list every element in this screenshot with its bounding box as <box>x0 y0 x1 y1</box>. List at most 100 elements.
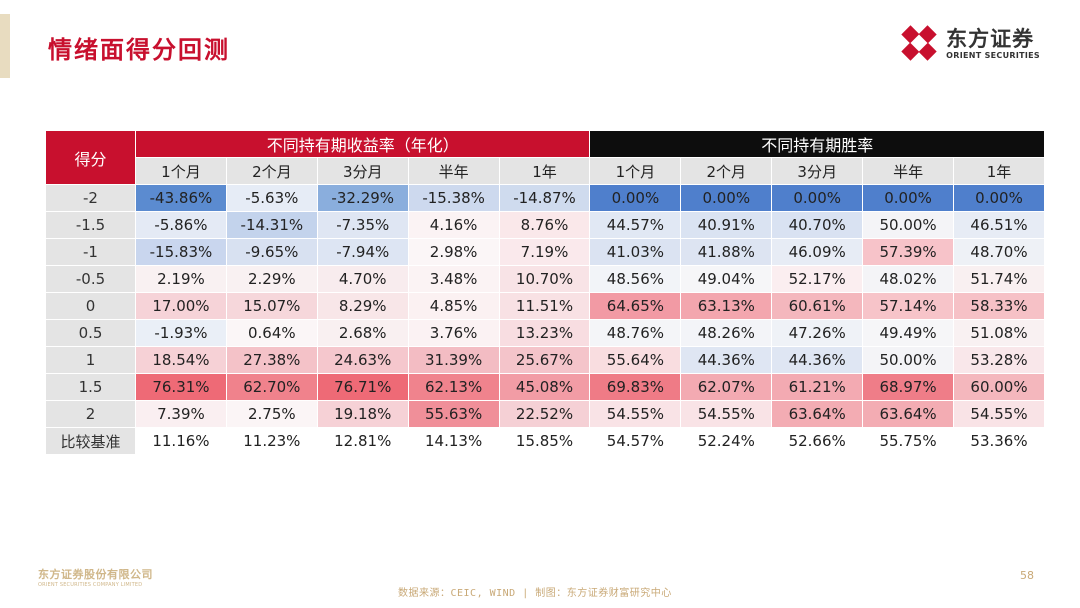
return-cell: 2.75% <box>225 400 318 428</box>
return-cell: -43.86% <box>135 184 227 212</box>
table-row: 比较基准 11.16% 11.23% 12.81% 14.13% 15.85% 54.57%… <box>45 427 1045 455</box>
winrate-cell: 58.33% <box>953 292 1045 320</box>
return-cell: 24.63% <box>316 346 409 374</box>
return-period-header: 半年 <box>407 157 500 185</box>
score-cell: 1.5 <box>45 373 136 401</box>
winrate-cell: 50.00% <box>862 346 955 374</box>
table-row: 0.5 -1.93% 0.64% 2.68% 3.76% 13.23% 48.76% 48.2… <box>45 319 1045 347</box>
page-title: 情绪面得分回测 <box>48 35 230 64</box>
winrate-cell: 63.13% <box>680 292 773 320</box>
score-cell: -0.5 <box>45 265 136 293</box>
winrate-cell: 57.39% <box>862 238 955 266</box>
winrate-cell: 54.55% <box>953 400 1045 428</box>
return-period-header: 2个月 <box>225 157 318 185</box>
winrate-cell: 40.70% <box>771 211 864 239</box>
return-cell: 14.13% <box>407 427 500 455</box>
winrate-cell: 0.00% <box>862 184 955 212</box>
return-cell: 76.31% <box>135 373 227 401</box>
score-cell: -1 <box>45 238 136 266</box>
score-header: 得分 <box>45 130 136 185</box>
return-cell: 18.54% <box>135 346 227 374</box>
company-logo: 东方证券 ORIENT SECURITIES <box>900 24 1040 62</box>
winrate-cell: 44.36% <box>680 346 773 374</box>
winrate-cell: 52.17% <box>771 265 864 293</box>
return-cell: 62.70% <box>225 373 318 401</box>
winrate-period-header: 1年 <box>953 157 1045 185</box>
return-cell: -7.35% <box>316 211 409 239</box>
return-cell: 4.85% <box>407 292 500 320</box>
table-row: -0.5 2.19% 2.29% 4.70% 3.48% 10.70% 48.56% 49.0… <box>45 265 1045 293</box>
logo-name-cn: 东方证券 <box>946 26 1035 51</box>
winrate-cell: 69.83% <box>589 373 682 401</box>
winrate-cell: 49.04% <box>680 265 773 293</box>
return-cell: 62.13% <box>407 373 500 401</box>
winrate-cell: 55.64% <box>589 346 682 374</box>
return-cell: -5.63% <box>225 184 318 212</box>
return-cell: 15.07% <box>225 292 318 320</box>
winrate-cell: 52.24% <box>680 427 773 455</box>
winrate-cell: 61.21% <box>771 373 864 401</box>
table-row: -2 -43.86% -5.63% -32.29% -15.38% -14.87% 0.00… <box>45 184 1045 212</box>
winrate-cell: 41.88% <box>680 238 773 266</box>
winrate-cell: 68.97% <box>862 373 955 401</box>
return-cell: 55.63% <box>407 400 500 428</box>
return-cell: -1.93% <box>135 319 227 347</box>
winrate-cell: 48.56% <box>589 265 682 293</box>
winrate-cell: 53.36% <box>953 427 1045 455</box>
winrate-group-header: 不同持有期胜率 <box>589 130 1045 158</box>
return-period-header: 1个月 <box>135 157 227 185</box>
winrate-cell: 49.49% <box>862 319 955 347</box>
winrate-cell: 53.28% <box>953 346 1045 374</box>
winrate-cell: 0.00% <box>680 184 773 212</box>
score-cell: 比较基准 <box>45 427 136 455</box>
return-cell: 12.81% <box>316 427 409 455</box>
return-cell: 25.67% <box>498 346 591 374</box>
return-cell: 22.52% <box>498 400 591 428</box>
score-cell: -2 <box>45 184 136 212</box>
winrate-cell: 52.66% <box>771 427 864 455</box>
footer-company: 东方证券股份有限公司 ORIENT SECURITIES COMPANY LIM… <box>38 566 153 588</box>
left-accent-bar <box>0 14 10 78</box>
orient-logo-icon <box>900 24 938 62</box>
return-cell: -15.38% <box>407 184 500 212</box>
winrate-cell: 57.14% <box>862 292 955 320</box>
return-period-header: 3分月 <box>316 157 409 185</box>
winrate-period-header: 半年 <box>862 157 955 185</box>
winrate-cell: 48.26% <box>680 319 773 347</box>
page-number: 58 <box>1020 569 1034 582</box>
winrate-cell: 50.00% <box>862 211 955 239</box>
winrate-cell: 48.76% <box>589 319 682 347</box>
return-cell: 7.39% <box>135 400 227 428</box>
winrate-cell: 51.74% <box>953 265 1045 293</box>
winrate-cell: 0.00% <box>771 184 864 212</box>
winrate-cell: 55.75% <box>862 427 955 455</box>
winrate-cell: 44.57% <box>589 211 682 239</box>
winrate-cell: 54.57% <box>589 427 682 455</box>
winrate-cell: 54.55% <box>589 400 682 428</box>
score-cell: 1 <box>45 346 136 374</box>
table-row: -1.5 -5.86% -14.31% -7.35% 4.16% 8.76% 44.57% 4… <box>45 211 1045 239</box>
winrate-cell: 63.64% <box>862 400 955 428</box>
score-cell: 0 <box>45 292 136 320</box>
return-cell: 2.68% <box>316 319 409 347</box>
table-row: 1 18.54% 27.38% 24.63% 31.39% 25.67% 55.64% 44.… <box>45 346 1045 374</box>
winrate-cell: 41.03% <box>589 238 682 266</box>
winrate-cell: 62.07% <box>680 373 773 401</box>
return-cell: -14.87% <box>498 184 591 212</box>
return-cell: 10.70% <box>498 265 591 293</box>
return-cell: -14.31% <box>225 211 318 239</box>
winrate-cell: 60.00% <box>953 373 1045 401</box>
return-cell: 4.70% <box>316 265 409 293</box>
winrate-cell: 48.02% <box>862 265 955 293</box>
score-cell: -1.5 <box>45 211 136 239</box>
return-group-header: 不同持有期收益率（年化） <box>134 130 591 158</box>
return-cell: -9.65% <box>225 238 318 266</box>
winrate-cell: 46.09% <box>771 238 864 266</box>
return-cell: 11.51% <box>498 292 591 320</box>
winrate-cell: 63.64% <box>771 400 864 428</box>
winrate-cell: 40.91% <box>680 211 773 239</box>
return-cell: 2.19% <box>135 265 227 293</box>
logo-name-en: ORIENT SECURITIES <box>946 50 1040 60</box>
return-cell: 4.16% <box>407 211 500 239</box>
return-cell: 19.18% <box>316 400 409 428</box>
